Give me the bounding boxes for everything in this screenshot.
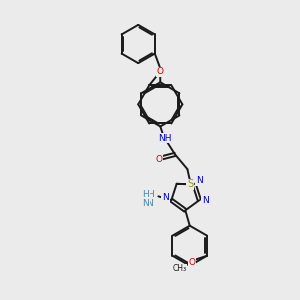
Text: N: N — [196, 176, 203, 185]
Text: N: N — [202, 196, 208, 205]
Text: O: O — [188, 258, 195, 267]
Text: N: N — [162, 193, 169, 202]
Text: O: O — [157, 67, 164, 76]
Text: S: S — [187, 179, 194, 190]
Text: O: O — [155, 155, 162, 164]
Text: NH: NH — [158, 134, 172, 143]
Text: N: N — [146, 199, 153, 208]
Text: CH₃: CH₃ — [172, 264, 187, 273]
Text: N: N — [142, 199, 149, 208]
Text: H: H — [147, 190, 154, 200]
Text: H: H — [142, 190, 149, 199]
